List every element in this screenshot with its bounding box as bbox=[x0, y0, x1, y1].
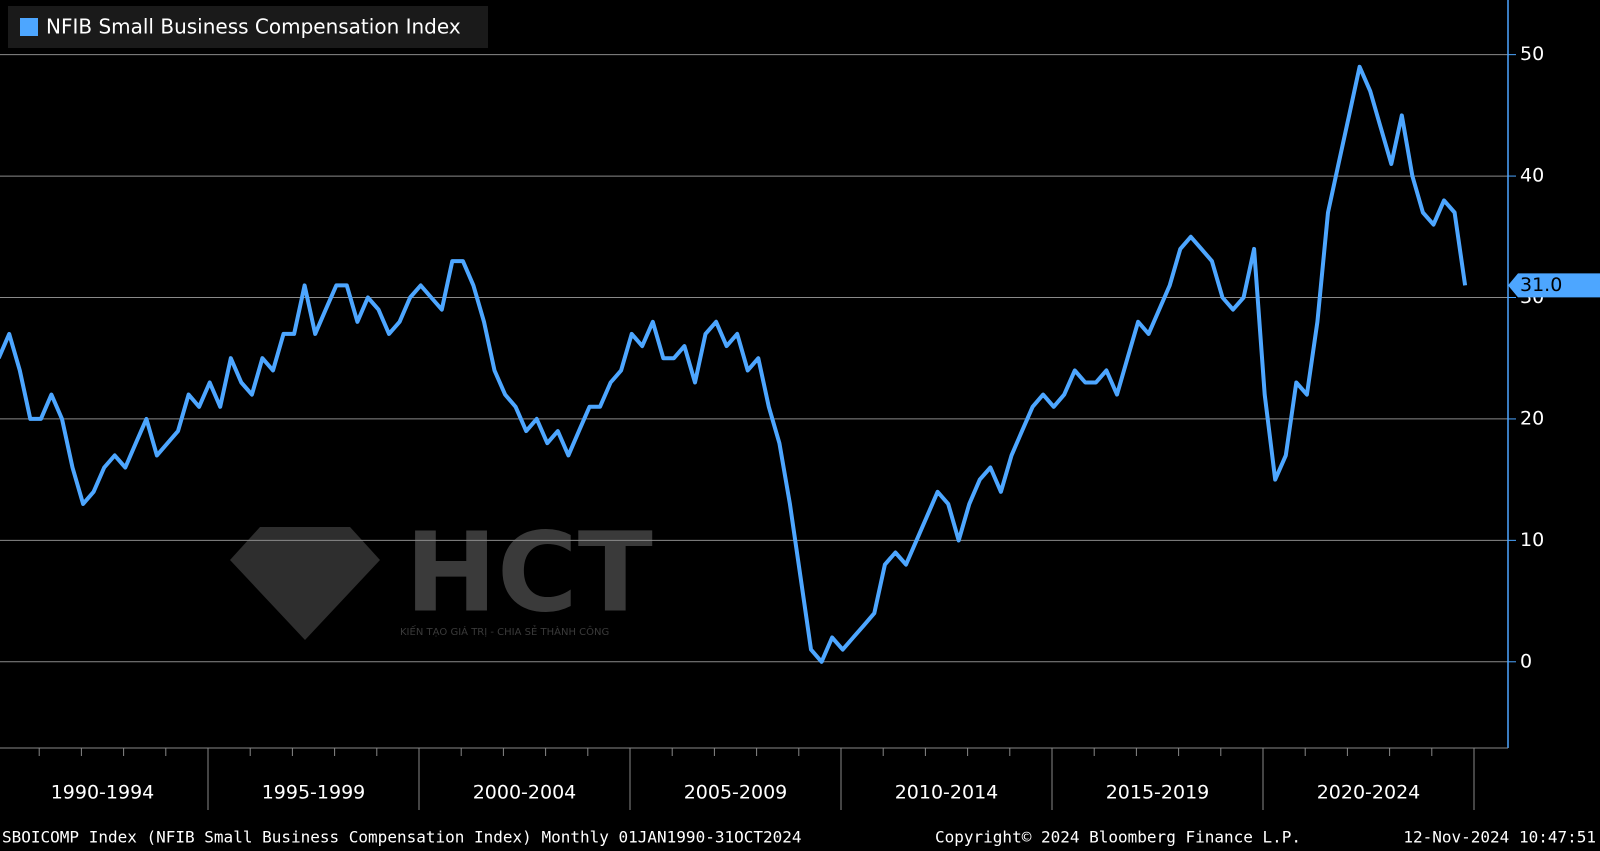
x-group-label: 2000-2004 bbox=[473, 782, 577, 804]
footer-center: Copyright© 2024 Bloomberg Finance L.P. bbox=[935, 828, 1301, 847]
y-tick-label: 0 bbox=[1520, 650, 1532, 672]
y-tick-label: 10 bbox=[1520, 529, 1544, 551]
watermark-tagline: KIẾN TẠO GIÁ TRỊ - CHIA SẺ THÀNH CÔNG bbox=[400, 624, 609, 638]
y-tick-label: 40 bbox=[1520, 165, 1544, 187]
x-group-label: 2010-2014 bbox=[895, 782, 999, 804]
footer-right: 12-Nov-2024 10:47:51 bbox=[1403, 828, 1596, 847]
last-value-tag bbox=[1508, 273, 1600, 298]
x-group-label: 2015-2019 bbox=[1106, 782, 1210, 804]
legend-box bbox=[8, 6, 488, 48]
x-group-label: 1995-1999 bbox=[262, 782, 366, 804]
y-tick-label: 50 bbox=[1520, 43, 1544, 65]
x-group-label: 1990-1994 bbox=[51, 782, 155, 804]
last-value-label: 31.0 bbox=[1520, 274, 1562, 296]
data-line bbox=[0, 64, 1468, 664]
y-tick-label: 20 bbox=[1520, 407, 1544, 429]
watermark-icon bbox=[230, 527, 380, 640]
x-group-label: 2020-2024 bbox=[1317, 782, 1421, 804]
legend-swatch bbox=[20, 18, 38, 36]
watermark-logo: HCT bbox=[405, 508, 653, 636]
footer-left: SBOICOMP Index (NFIB Small Business Comp… bbox=[2, 828, 802, 847]
legend-label: NFIB Small Business Compensation Index bbox=[46, 15, 461, 39]
x-group-label: 2005-2009 bbox=[684, 782, 788, 804]
